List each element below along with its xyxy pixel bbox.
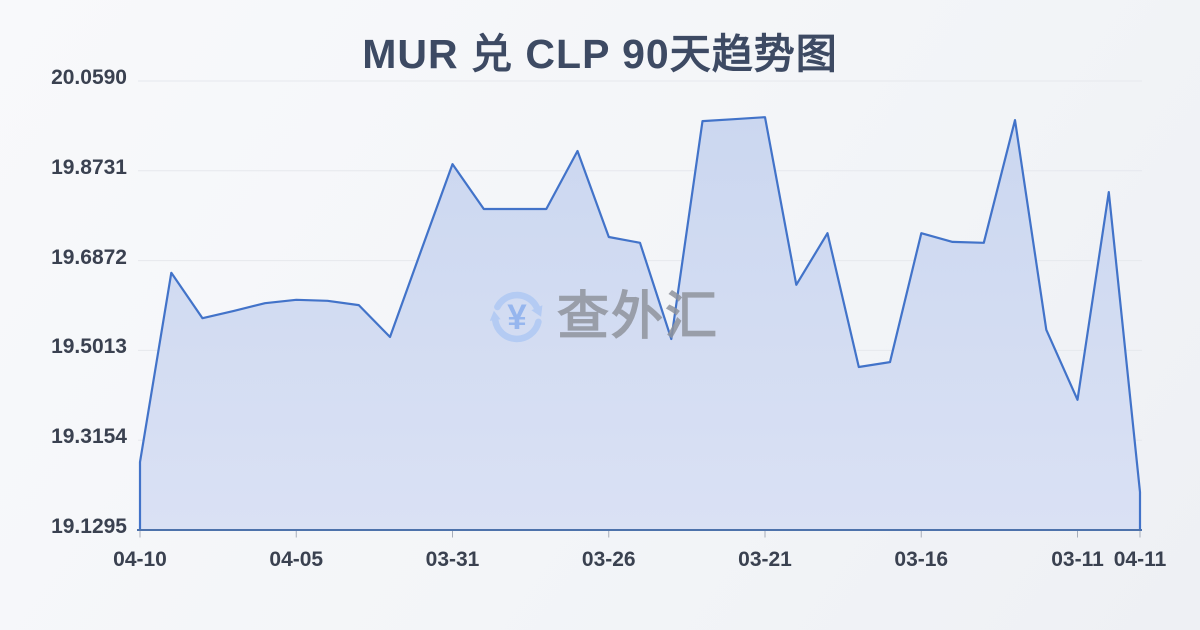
x-tick-label: 04-10 xyxy=(113,548,167,571)
y-tick-label: 19.6872 xyxy=(51,245,127,269)
area-fill xyxy=(140,117,1140,530)
x-tick-label: 04-11 xyxy=(1113,548,1167,571)
y-tick-label: 19.5013 xyxy=(51,335,127,359)
x-tick-label: 03-16 xyxy=(894,548,949,571)
x-tick-label: 03-26 xyxy=(581,548,636,571)
trend-line xyxy=(138,116,1142,532)
y-tick-label: 19.8731 xyxy=(51,155,127,179)
x-tick-label: 03-21 xyxy=(738,548,792,571)
x-tick-label: 03-11 xyxy=(1051,548,1104,571)
chart-title: MUR 兑 CLP 90天趋势图 xyxy=(362,31,838,77)
y-tick-label: 19.3154 xyxy=(51,425,127,449)
y-tick-label: 20.0590 xyxy=(51,66,127,89)
x-tick-label: 03-31 xyxy=(425,548,480,571)
x-axis-ticks xyxy=(139,531,1141,538)
x-tick-label: 04-05 xyxy=(269,548,324,571)
y-tick-label: 19.1295 xyxy=(51,515,127,538)
